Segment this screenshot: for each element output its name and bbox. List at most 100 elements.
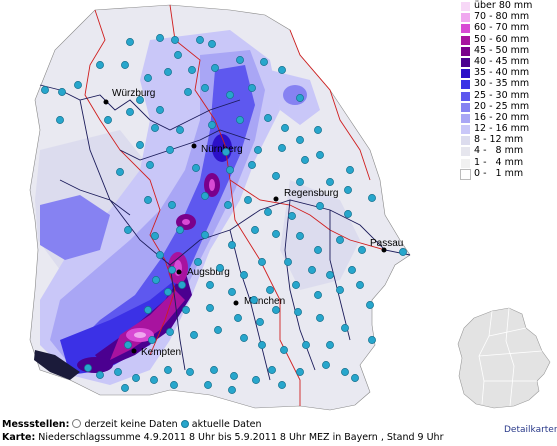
station-dot[interactable] bbox=[252, 376, 260, 384]
station-dot[interactable] bbox=[174, 51, 182, 59]
detailkarten-link[interactable]: Detailkarten bbox=[504, 425, 557, 435]
station-dot[interactable] bbox=[190, 331, 198, 339]
station-dot[interactable] bbox=[341, 324, 349, 332]
station-dot[interactable] bbox=[206, 281, 214, 289]
station-dot[interactable] bbox=[194, 258, 202, 266]
station-dot[interactable] bbox=[166, 146, 174, 154]
station-dot[interactable] bbox=[244, 196, 252, 204]
station-dot[interactable] bbox=[104, 116, 112, 124]
station-dot[interactable] bbox=[214, 326, 222, 334]
station-dot[interactable] bbox=[74, 81, 82, 89]
station-dot[interactable] bbox=[176, 126, 184, 134]
station-dot[interactable] bbox=[296, 136, 304, 144]
station-dot[interactable] bbox=[226, 91, 234, 99]
station-dot[interactable] bbox=[151, 232, 159, 240]
station-dot[interactable] bbox=[116, 168, 124, 176]
station-dot[interactable] bbox=[254, 146, 262, 154]
station-dot[interactable] bbox=[156, 34, 164, 42]
station-dot[interactable] bbox=[126, 108, 134, 116]
station-dot[interactable] bbox=[156, 106, 164, 114]
station-dot[interactable] bbox=[146, 161, 154, 169]
station-dot[interactable] bbox=[206, 304, 214, 312]
station-dot[interactable] bbox=[166, 328, 174, 336]
station-dot[interactable] bbox=[150, 376, 158, 384]
station-dot[interactable] bbox=[124, 226, 132, 234]
station-dot[interactable] bbox=[346, 166, 354, 174]
station-dot[interactable] bbox=[178, 281, 186, 289]
station-dot[interactable] bbox=[264, 114, 272, 122]
station-dot[interactable] bbox=[250, 296, 258, 304]
station-dot[interactable] bbox=[168, 266, 176, 274]
station-dot[interactable] bbox=[296, 232, 304, 240]
station-dot[interactable] bbox=[302, 341, 310, 349]
station-dot[interactable] bbox=[192, 164, 200, 172]
station-dot[interactable] bbox=[314, 246, 322, 254]
station-dot[interactable] bbox=[278, 381, 286, 389]
station-dot[interactable] bbox=[41, 86, 49, 94]
station-dot[interactable] bbox=[322, 361, 330, 369]
station-dot[interactable] bbox=[296, 94, 304, 102]
station-dot[interactable] bbox=[144, 306, 152, 314]
station-dot[interactable] bbox=[188, 66, 196, 74]
station-dot[interactable] bbox=[314, 126, 322, 134]
station-dot[interactable] bbox=[201, 192, 209, 200]
station-dot[interactable] bbox=[58, 88, 66, 96]
station-dot[interactable] bbox=[278, 66, 286, 74]
station-dot[interactable] bbox=[144, 74, 152, 82]
station-dot[interactable] bbox=[132, 374, 140, 382]
station-dot[interactable] bbox=[236, 116, 244, 124]
station-dot[interactable] bbox=[182, 306, 190, 314]
station-dot[interactable] bbox=[164, 366, 172, 374]
station-dot[interactable] bbox=[296, 368, 304, 376]
station-dot[interactable] bbox=[136, 141, 144, 149]
station-dot[interactable] bbox=[136, 96, 144, 104]
station-dot[interactable] bbox=[292, 281, 300, 289]
station-dot[interactable] bbox=[114, 368, 122, 376]
station-dot[interactable] bbox=[216, 264, 224, 272]
station-dot[interactable] bbox=[296, 178, 304, 186]
station-dot[interactable] bbox=[208, 40, 216, 48]
station-dot[interactable] bbox=[152, 276, 160, 284]
station-dot[interactable] bbox=[348, 266, 356, 274]
station-dot[interactable] bbox=[201, 84, 209, 92]
station-dot[interactable] bbox=[208, 121, 216, 129]
station-dot[interactable] bbox=[272, 306, 280, 314]
station-dot[interactable] bbox=[186, 368, 194, 376]
station-dot[interactable] bbox=[171, 36, 179, 44]
station-dot[interactable] bbox=[234, 314, 242, 322]
station-dot[interactable] bbox=[341, 368, 349, 376]
station-dot[interactable] bbox=[170, 381, 178, 389]
station-dot[interactable] bbox=[358, 246, 366, 254]
station-dot[interactable] bbox=[240, 334, 248, 342]
station-dot[interactable] bbox=[260, 58, 268, 66]
station-dot[interactable] bbox=[176, 226, 184, 234]
station-dot[interactable] bbox=[281, 124, 289, 132]
station-dot[interactable] bbox=[368, 336, 376, 344]
station-dot[interactable] bbox=[280, 346, 288, 354]
station-dot[interactable] bbox=[151, 124, 159, 132]
station-dot[interactable] bbox=[84, 364, 92, 372]
station-dot[interactable] bbox=[326, 271, 334, 279]
station-dot[interactable] bbox=[344, 210, 352, 218]
station-dot[interactable] bbox=[126, 38, 134, 46]
station-dot[interactable] bbox=[211, 64, 219, 72]
station-dot[interactable] bbox=[124, 341, 132, 349]
station-dot[interactable] bbox=[368, 194, 376, 202]
station-dot[interactable] bbox=[228, 386, 236, 394]
station-dot[interactable] bbox=[156, 251, 164, 259]
station-dot[interactable] bbox=[164, 288, 172, 296]
station-dot[interactable] bbox=[272, 230, 280, 238]
precipitation-map[interactable]: Würzburg Nürnberg Regensburg Passau Augs… bbox=[0, 0, 452, 414]
station-dot[interactable] bbox=[351, 374, 359, 382]
station-dot[interactable] bbox=[288, 212, 296, 220]
station-dot[interactable] bbox=[168, 201, 176, 209]
station-dot[interactable] bbox=[226, 166, 234, 174]
station-dot[interactable] bbox=[356, 281, 364, 289]
station-dot[interactable] bbox=[56, 116, 64, 124]
station-dot[interactable] bbox=[184, 88, 192, 96]
locator-map[interactable] bbox=[454, 296, 554, 421]
station-dot[interactable] bbox=[294, 308, 302, 316]
station-dot[interactable] bbox=[144, 196, 152, 204]
station-dot[interactable] bbox=[248, 84, 256, 92]
station-dot[interactable] bbox=[96, 61, 104, 69]
